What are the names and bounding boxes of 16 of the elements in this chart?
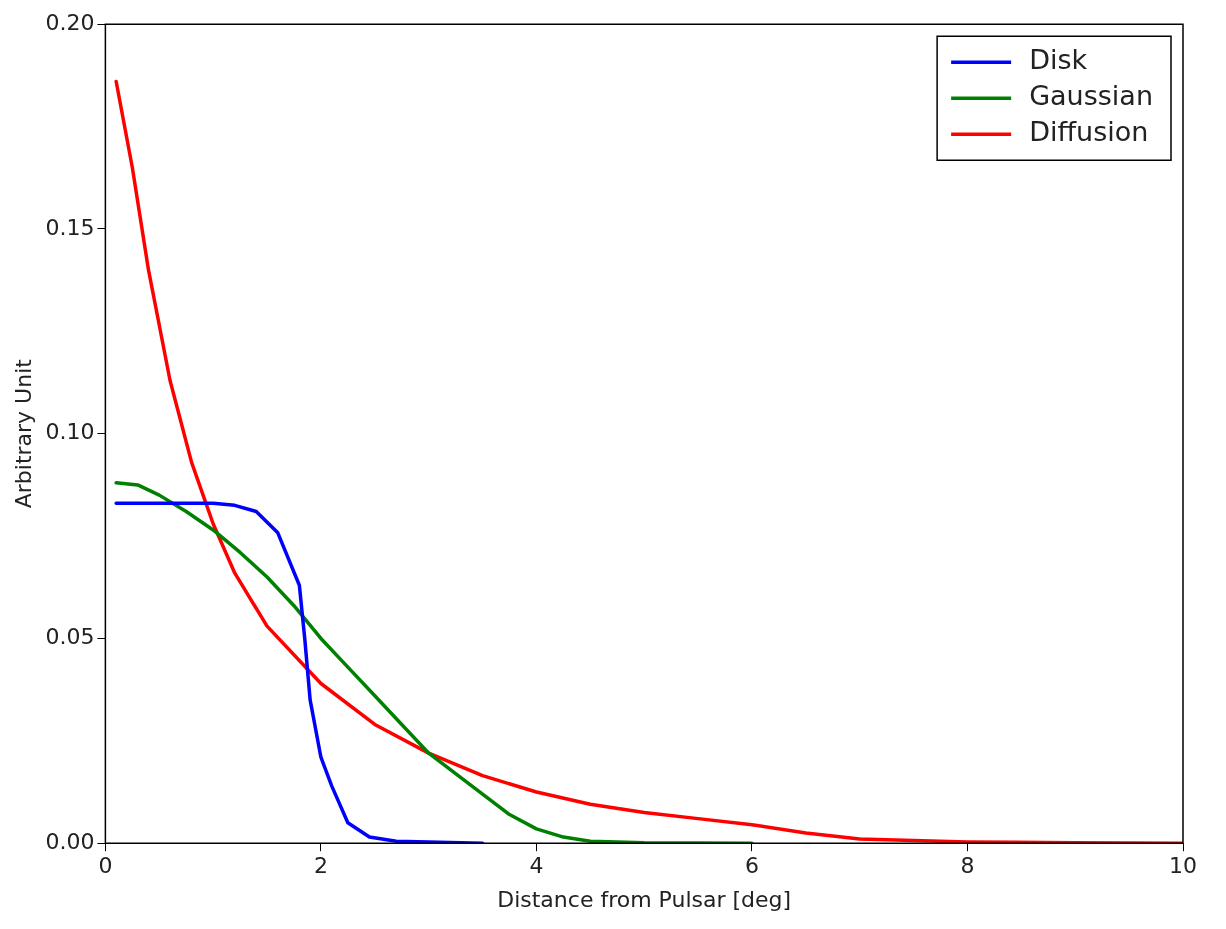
x-tick-label: 10 <box>1169 853 1197 879</box>
legend-label: Gaussian <box>1029 80 1153 112</box>
y-tick-label: 0.20 <box>45 9 95 35</box>
x-tick-label: 2 <box>313 853 328 879</box>
legend-label: Disk <box>1029 44 1088 76</box>
y-tick-label: 0.00 <box>45 828 95 854</box>
x-tick-label: 6 <box>744 853 759 879</box>
x-tick-label: 8 <box>960 853 975 879</box>
y-tick-label: 0.15 <box>45 214 95 240</box>
x-axis-title: Distance from Pulsar [deg] <box>497 886 792 912</box>
y-tick-label: 0.10 <box>45 419 95 445</box>
y-tick-label: 0.05 <box>45 624 95 650</box>
legend-label: Diffusion <box>1029 116 1149 148</box>
x-tick-label: 4 <box>529 853 544 879</box>
y-axis-title: Arbitrary Unit <box>10 358 36 509</box>
x-tick-label: 0 <box>98 853 113 879</box>
